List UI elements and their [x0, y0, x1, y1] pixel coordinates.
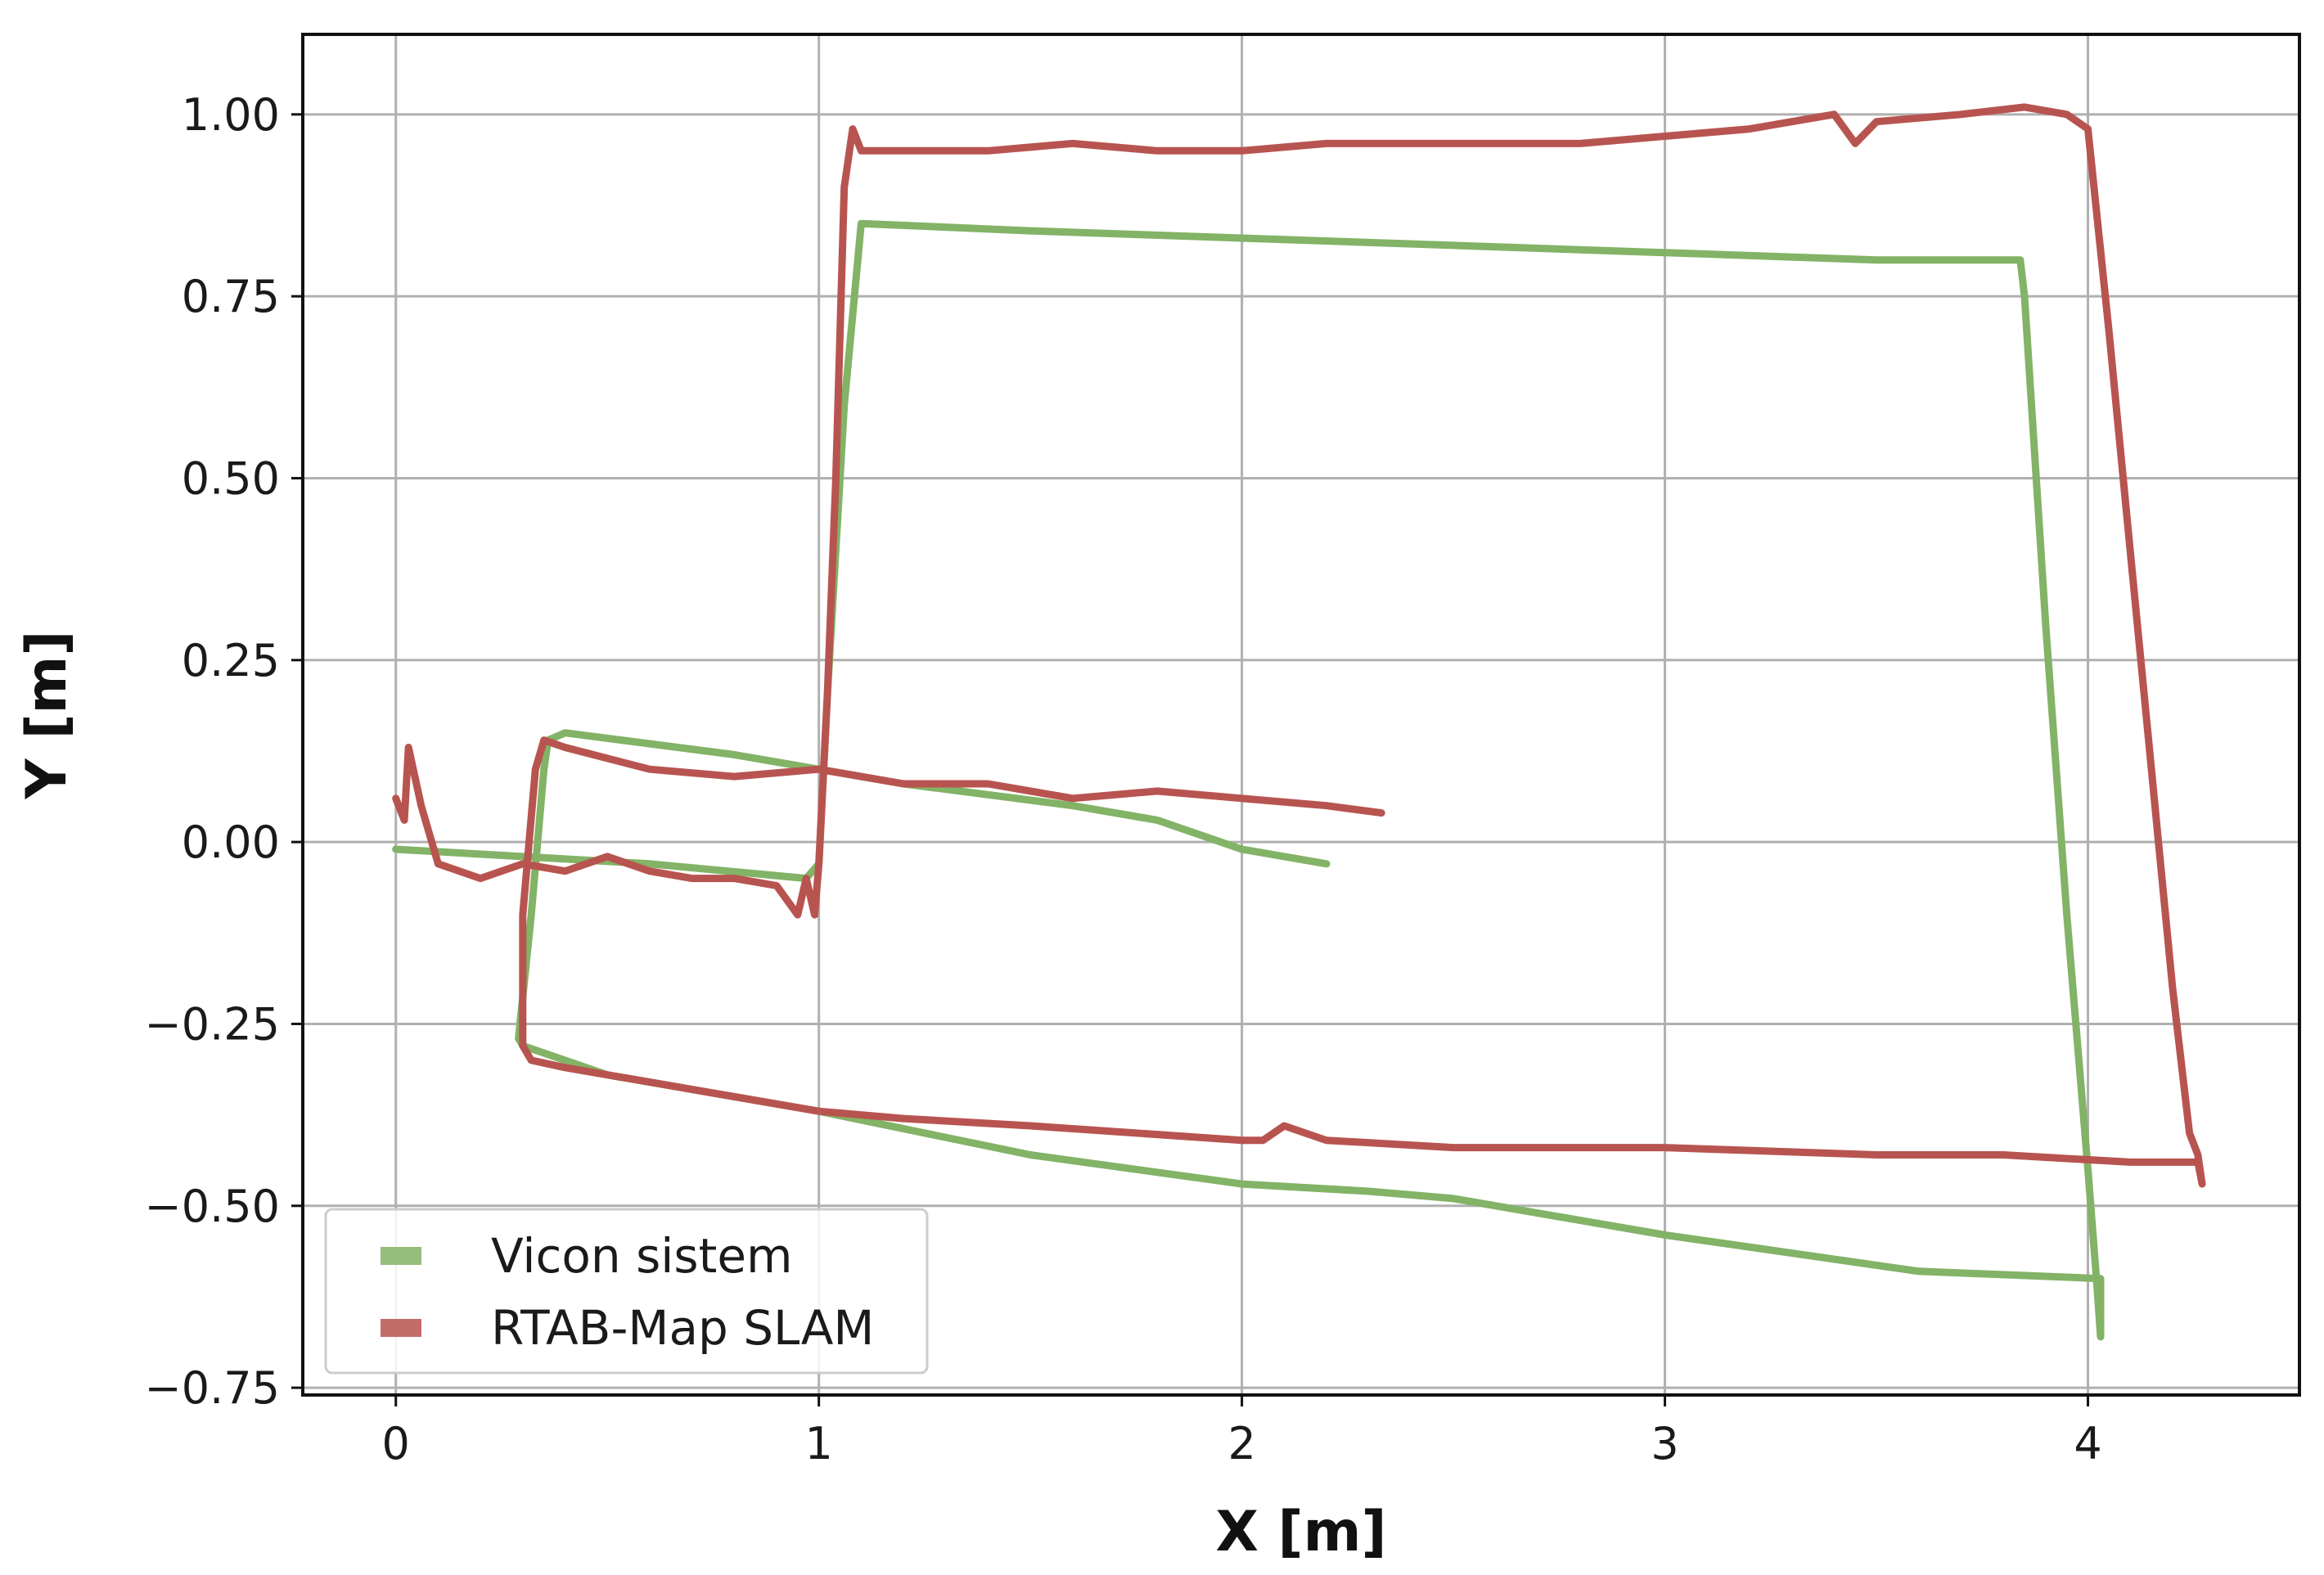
grid	[303, 34, 2299, 1395]
y-tick-label: −0.50	[145, 1181, 280, 1232]
y-tick-label: 0.00	[182, 817, 280, 868]
legend: Vicon sistem RTAB-Map SLAM	[324, 1208, 929, 1375]
plot-frame	[301, 33, 2301, 1397]
y-tick-label: 0.75	[182, 271, 280, 322]
legend-box	[324, 1208, 929, 1375]
x-tick-label: 4	[2074, 1418, 2101, 1469]
x-tick-label: 3	[1651, 1418, 1678, 1469]
legend-label-vicon: Vicon sistem	[491, 1228, 793, 1284]
x-axis-label: X [m]	[1215, 1500, 1386, 1564]
legend-swatch-vicon	[381, 1247, 421, 1265]
y-tick-label: 1.00	[182, 89, 280, 141]
y-tick-label: −0.25	[145, 998, 280, 1050]
x-tick-label: 0	[382, 1418, 410, 1469]
x-tick-label: 1	[804, 1418, 832, 1469]
y-tick-label: −0.75	[145, 1362, 280, 1414]
y-tick-label: 0.25	[182, 635, 280, 686]
ticks: 0 1 2 3 4 1.00 0.75 0.50 0.25 0.00 −0.25 −0.50 −0.75	[145, 89, 2102, 1469]
legend-swatch-rtabmap	[381, 1319, 421, 1337]
series-line-rtabmap	[392, 103, 2206, 1188]
series-line-vicon	[392, 219, 2105, 1341]
legend-label-rtabmap: RTAB-Map SLAM	[491, 1300, 874, 1356]
series-layer	[392, 103, 2206, 1341]
y-tick-label: 0.50	[182, 452, 280, 504]
y-axis-label: Y [m]	[15, 631, 79, 800]
x-tick-label: 2	[1227, 1418, 1255, 1469]
